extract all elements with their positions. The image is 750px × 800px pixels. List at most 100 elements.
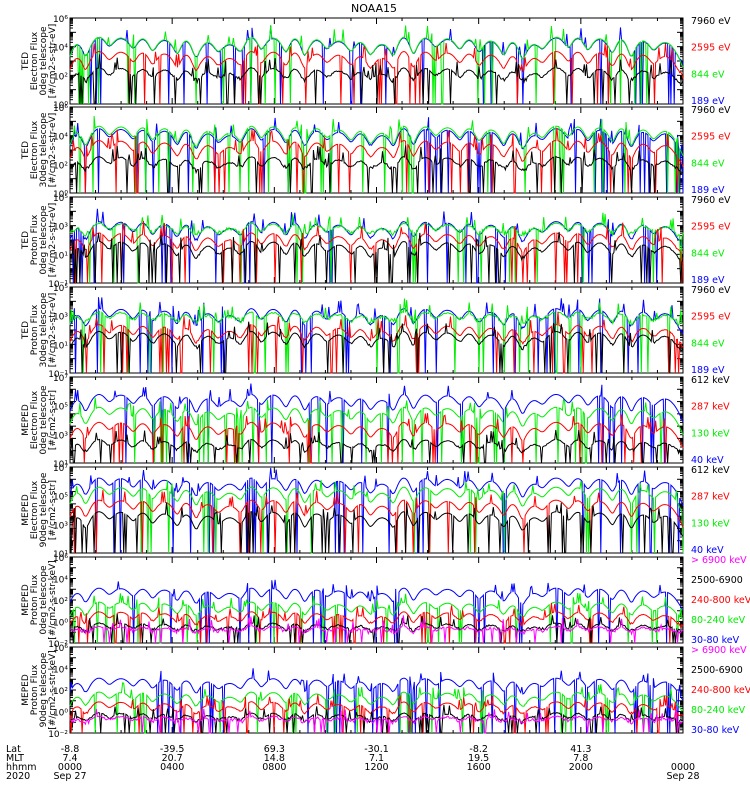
y-tick-label: 10⁻² bbox=[48, 730, 68, 740]
figure-title: NOAA15 bbox=[351, 2, 397, 15]
legend-entry: 2595 eV bbox=[691, 312, 731, 323]
legend-entry: 240-800 keV bbox=[691, 595, 750, 606]
y-axis-label: Proton Flux bbox=[30, 304, 40, 355]
y-tick-label: 10¹ bbox=[53, 341, 68, 351]
series-line bbox=[69, 208, 684, 284]
y-axis-label: MEPED bbox=[21, 404, 31, 436]
legend-entry: 40 keV bbox=[691, 545, 724, 556]
y-axis-label: [#/cm2-s-str-keV] bbox=[48, 650, 58, 729]
y-tick-label: 10⁶ bbox=[53, 104, 68, 114]
legend-entry: 2500-6900 bbox=[691, 665, 743, 676]
series-line bbox=[69, 429, 684, 464]
y-tick-label: 10⁰ bbox=[53, 709, 68, 719]
legend-entry: 844 eV bbox=[691, 338, 725, 349]
x-tick-label: -39.5 bbox=[160, 744, 185, 755]
x-tick-label: 7.8 bbox=[573, 753, 588, 764]
x-tick-label: 0000 bbox=[58, 762, 82, 773]
x-tick-label: 0800 bbox=[262, 762, 286, 773]
y-tick-label: 10² bbox=[53, 72, 68, 82]
y-axis-label: [#/cm2-s-str-eV] bbox=[48, 203, 58, 278]
y-axis-label: 90deg telescope bbox=[39, 652, 49, 727]
y-tick-label: 10² bbox=[53, 161, 68, 171]
y-axis-label: 0deg telescope bbox=[39, 565, 49, 635]
series-line bbox=[69, 682, 684, 734]
y-axis-label: Proton Flux bbox=[30, 214, 40, 265]
series-line bbox=[69, 24, 684, 105]
series-line bbox=[69, 479, 684, 554]
x-tick-label: 1200 bbox=[364, 762, 388, 773]
legend-entry: 30-80 keV bbox=[691, 725, 740, 736]
legend-entry: 2500-6900 bbox=[691, 575, 743, 586]
y-tick-label: 10¹ bbox=[53, 251, 68, 261]
legend-entry: 189 eV bbox=[691, 96, 725, 107]
legend-entry: 2595 eV bbox=[691, 132, 731, 143]
y-axis-label: TED bbox=[21, 231, 31, 250]
y-tick-label: 10⁶ bbox=[53, 15, 68, 25]
y-axis-label: 0deg telescope bbox=[39, 26, 49, 96]
y-axis-label: TED bbox=[21, 321, 31, 340]
series-line bbox=[69, 615, 684, 644]
series-line bbox=[69, 467, 684, 554]
x-tick-label: 14.8 bbox=[264, 753, 285, 764]
y-tick-label: 10⁴ bbox=[53, 666, 68, 676]
y-axis-label: [#/cm2-s-str-eV] bbox=[48, 24, 58, 99]
y-tick-label: 10² bbox=[53, 687, 68, 697]
legend-entry: 80-240 keV bbox=[691, 705, 746, 716]
x-row-label: 2020 bbox=[6, 771, 30, 782]
legend-entry: 2595 eV bbox=[691, 222, 731, 233]
x-tick-label: 41.3 bbox=[570, 744, 591, 755]
legend-entry: 844 eV bbox=[691, 158, 725, 169]
series-line bbox=[69, 708, 684, 734]
series-line bbox=[69, 231, 684, 284]
y-axis-label: Electron Flux bbox=[30, 31, 40, 90]
series-line bbox=[69, 668, 684, 734]
x-tick-label: Sep 27 bbox=[53, 771, 86, 782]
panel-4: 10⁻¹ 10¹ 10³ 10⁵ TED Proton Flux 30deg telesco… bbox=[21, 284, 731, 380]
y-tick-label: 10² bbox=[53, 597, 68, 607]
y-axis-label: [#/cm2-s-str] bbox=[48, 390, 58, 450]
y-axis-label: 30deg telescope bbox=[39, 292, 49, 367]
y-tick-label: 10⁻² bbox=[48, 640, 68, 650]
y-tick-label: 10³ bbox=[53, 431, 68, 441]
series-line bbox=[69, 312, 684, 374]
y-axis-label: [#/cm2-s-str] bbox=[48, 480, 58, 540]
panel-6: 10¹ 10³ 10⁵ 10⁷ MEPED Electron Flux 90deg tele… bbox=[21, 464, 730, 560]
y-tick-label: 10⁵ bbox=[53, 493, 68, 503]
y-tick-label: 10⁻¹ bbox=[48, 280, 68, 290]
legend-entry: 130 keV bbox=[691, 518, 730, 529]
x-tick-label: 7.4 bbox=[62, 753, 77, 764]
series-line bbox=[69, 117, 684, 194]
x-tick-label: -8.8 bbox=[61, 744, 80, 755]
panel-3: 10⁻¹ 10¹ 10³ 10⁵ TED Proton Flux 0deg telescop… bbox=[21, 194, 731, 290]
y-axis-label: TED bbox=[21, 141, 31, 160]
legend-entry: 7960 eV bbox=[691, 285, 731, 296]
x-tick-label: Sep 28 bbox=[666, 771, 699, 782]
x-row-label: Lat bbox=[6, 744, 21, 755]
series-line bbox=[69, 704, 684, 734]
legend-entry: 7960 eV bbox=[691, 16, 731, 27]
series-line bbox=[69, 43, 684, 105]
series-line bbox=[69, 413, 684, 464]
y-axis-label: 90deg telescope bbox=[39, 472, 49, 547]
y-tick-label: 10⁴ bbox=[53, 133, 68, 143]
y-tick-label: 10¹ bbox=[53, 460, 68, 470]
legend-entry: 40 keV bbox=[691, 455, 724, 466]
legend-entry: 189 eV bbox=[691, 185, 725, 196]
y-tick-label: 10⁴ bbox=[53, 44, 68, 54]
x-tick-label: 7.1 bbox=[369, 753, 384, 764]
x-row-label: MLT bbox=[6, 753, 24, 764]
y-tick-label: 10⁰ bbox=[53, 619, 68, 629]
legend-entry: 80-240 keV bbox=[691, 615, 746, 626]
y-tick-label: 10⁰ bbox=[53, 101, 68, 111]
legend-entry: 612 keV bbox=[691, 465, 730, 476]
legend-entry: 30-80 keV bbox=[691, 635, 740, 646]
legend-entry: 130 keV bbox=[691, 428, 730, 439]
y-axis-label: MEPED bbox=[21, 584, 31, 616]
y-axis-label: Proton Flux bbox=[30, 574, 40, 625]
series-line bbox=[69, 614, 684, 644]
x-tick-label: 20.7 bbox=[162, 753, 183, 764]
series-line bbox=[69, 502, 684, 554]
